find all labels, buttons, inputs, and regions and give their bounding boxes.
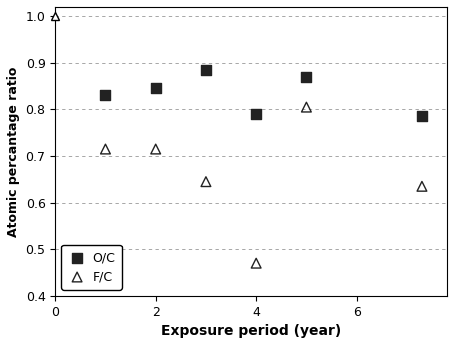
O/C xyxy=(303,74,310,80)
Legend: O/C, F/C: O/C, F/C xyxy=(61,245,122,289)
F/C xyxy=(252,260,260,266)
O/C xyxy=(202,67,210,72)
F/C xyxy=(152,146,159,152)
F/C xyxy=(303,104,310,110)
F/C xyxy=(202,179,210,184)
O/C xyxy=(418,114,425,119)
F/C xyxy=(102,146,109,152)
O/C xyxy=(152,86,159,91)
Y-axis label: Atomic percantage ratio: Atomic percantage ratio xyxy=(7,66,20,237)
O/C xyxy=(252,111,260,117)
F/C xyxy=(418,184,425,189)
O/C xyxy=(102,93,109,98)
X-axis label: Exposure period (year): Exposure period (year) xyxy=(161,324,341,338)
